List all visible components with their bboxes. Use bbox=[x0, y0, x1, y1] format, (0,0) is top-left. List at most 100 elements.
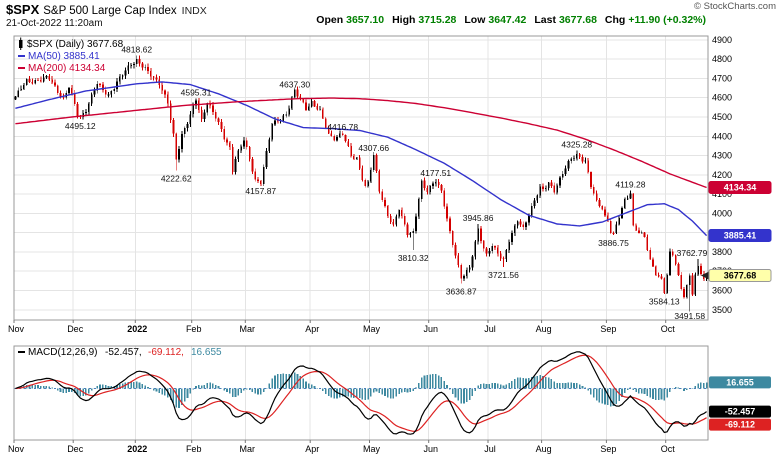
quote-label: Open bbox=[316, 14, 344, 26]
svg-text:$SPX (Daily) 3677.68: $SPX (Daily) 3677.68 bbox=[27, 39, 124, 50]
svg-text:Mar: Mar bbox=[240, 324, 256, 334]
svg-text:-52.457,: -52.457, bbox=[105, 347, 142, 358]
index-name: S&P 500 Large Cap Index bbox=[43, 5, 177, 17]
x-axis-labels: Nov Dec 2022 Feb Mar Apr May Jun Jul Aug Sep Oct bbox=[8, 320, 675, 334]
macd-signal-value-label: -69.112 bbox=[709, 418, 771, 431]
svg-text:16.655: 16.655 bbox=[726, 377, 754, 387]
svg-text:4157.87: 4157.87 bbox=[245, 186, 276, 196]
svg-text:Nov: Nov bbox=[8, 324, 25, 334]
svg-text:Feb: Feb bbox=[186, 324, 202, 334]
quote-bar: Open 3657.10 High 3715.28 Low 3647.42 Last 3677… bbox=[308, 14, 776, 26]
macd-plot-border bbox=[13, 345, 709, 441]
svg-text:MA(200) 4134.34: MA(200) 4134.34 bbox=[28, 63, 106, 74]
svg-text:2022: 2022 bbox=[127, 444, 147, 454]
svg-text:16.655: 16.655 bbox=[191, 347, 222, 358]
svg-text:Mar: Mar bbox=[240, 444, 256, 454]
quote-value: 3715.28 bbox=[418, 14, 457, 26]
price-annotations: 4495.12 4818.62 4222.62 4595.31 4157.87 4637.… bbox=[65, 45, 708, 322]
svg-text:-69.112: -69.112 bbox=[725, 420, 755, 430]
exchange-tag: INDX bbox=[181, 5, 207, 17]
ma200-price-label: 4134.34 bbox=[708, 181, 772, 194]
svg-text:Dec: Dec bbox=[67, 444, 84, 454]
macd-x-axis-labels: Nov Dec 2022 Feb Mar Apr May Jun Jul Aug Sep Oct bbox=[8, 440, 675, 454]
svg-text:Jun: Jun bbox=[423, 444, 438, 454]
last-price-label: 3677.68 bbox=[708, 269, 772, 282]
svg-text:Jul: Jul bbox=[484, 444, 496, 454]
last-price-arrow-icon bbox=[701, 271, 709, 280]
quote-value: 3647.42 bbox=[488, 14, 527, 26]
svg-text:4134.34: 4134.34 bbox=[724, 183, 757, 193]
svg-text:4000: 4000 bbox=[712, 208, 732, 218]
svg-text:3721.56: 3721.56 bbox=[488, 270, 519, 280]
svg-text:4119.28: 4119.28 bbox=[615, 179, 645, 189]
svg-text:3762.79: 3762.79 bbox=[677, 248, 708, 258]
svg-text:4495.12: 4495.12 bbox=[65, 121, 96, 131]
svg-text:May: May bbox=[363, 324, 381, 334]
price-plot-border bbox=[13, 35, 709, 321]
svg-text:-69.112,: -69.112, bbox=[148, 347, 184, 358]
svg-text:Feb: Feb bbox=[186, 444, 202, 454]
svg-text:Apr: Apr bbox=[305, 444, 319, 454]
chart-datetime: 21-Oct-2022 11:20am bbox=[6, 18, 103, 29]
svg-text:4818.62: 4818.62 bbox=[121, 45, 152, 55]
macd-value-label: -52.457 bbox=[709, 405, 771, 418]
svg-text:4800: 4800 bbox=[712, 54, 732, 64]
macd-legend: MACD(12,26,9) -52.457, -69.112, 16.655 bbox=[18, 347, 222, 358]
svg-text:4177.51: 4177.51 bbox=[420, 168, 451, 178]
svg-text:4600: 4600 bbox=[712, 93, 732, 103]
svg-text:4500: 4500 bbox=[712, 112, 732, 122]
svg-text:3945.86: 3945.86 bbox=[463, 213, 494, 223]
macd-indicator-chart: MACD(12,26,9) -52.457, -69.112, 16.655 Nov De… bbox=[0, 338, 780, 465]
macd-hist-value-label: 16.655 bbox=[709, 376, 771, 389]
quote-label: High bbox=[392, 14, 416, 26]
svg-text:4637.30: 4637.30 bbox=[279, 80, 310, 90]
header-right: © StockCharts.com Open 3657.10 High 3715.28… bbox=[308, 1, 776, 26]
svg-text:4595.31: 4595.31 bbox=[181, 88, 212, 98]
svg-text:Sep: Sep bbox=[600, 324, 616, 334]
svg-text:3636.87: 3636.87 bbox=[446, 286, 477, 296]
svg-text:4100: 4100 bbox=[712, 189, 732, 199]
quote-value: +11.90 (+0.32%) bbox=[628, 14, 706, 26]
svg-text:Jul: Jul bbox=[484, 324, 496, 334]
svg-text:2022: 2022 bbox=[127, 324, 147, 334]
svg-text:3800: 3800 bbox=[712, 247, 732, 257]
svg-text:Aug: Aug bbox=[536, 324, 552, 334]
svg-text:MA(50) 3885.41: MA(50) 3885.41 bbox=[28, 51, 100, 62]
svg-text:Oct: Oct bbox=[661, 444, 676, 454]
macd-histogram bbox=[14, 372, 708, 408]
svg-text:May: May bbox=[363, 444, 381, 454]
ma200-line bbox=[15, 97, 707, 189]
svg-text:4416.78: 4416.78 bbox=[327, 122, 358, 132]
svg-text:4900: 4900 bbox=[712, 35, 732, 45]
price-chart: 4495.12 4818.62 4222.62 4595.31 4157.87 4637.… bbox=[0, 30, 780, 338]
svg-text:3500: 3500 bbox=[712, 305, 732, 315]
svg-text:Sep: Sep bbox=[600, 444, 616, 454]
ma50-price-label: 3885.41 bbox=[708, 229, 772, 242]
svg-text:Dec: Dec bbox=[67, 324, 84, 334]
svg-text:4700: 4700 bbox=[712, 73, 732, 83]
quote-label: Last bbox=[534, 14, 556, 26]
macd-signal-line bbox=[15, 354, 707, 432]
svg-text:Jun: Jun bbox=[423, 324, 438, 334]
svg-text:3600: 3600 bbox=[712, 286, 732, 296]
svg-text:MACD(12,26,9): MACD(12,26,9) bbox=[28, 347, 97, 358]
svg-text:3584.13: 3584.13 bbox=[649, 297, 680, 307]
symbol: $SPX bbox=[6, 2, 40, 17]
quote-label: Chg bbox=[604, 14, 626, 26]
quote-value: 3657.10 bbox=[346, 14, 385, 26]
svg-text:-52.457: -52.457 bbox=[725, 407, 756, 417]
svg-text:Nov: Nov bbox=[8, 444, 25, 454]
svg-text:4200: 4200 bbox=[712, 170, 732, 180]
price-chart-svg: 4495.12 4818.62 4222.62 4595.31 4157.87 4637.… bbox=[8, 35, 772, 334]
svg-text:4400: 4400 bbox=[712, 131, 732, 141]
title-block: $SPX S&P 500 Large Cap Index INDX 21-Oct-2… bbox=[6, 2, 207, 29]
svg-text:4307.66: 4307.66 bbox=[358, 143, 389, 153]
svg-text:3885.41: 3885.41 bbox=[724, 231, 757, 241]
svg-text:3886.75: 3886.75 bbox=[598, 238, 629, 248]
svg-text:Oct: Oct bbox=[661, 324, 676, 334]
svg-text:Apr: Apr bbox=[305, 324, 319, 334]
svg-text:3491.58: 3491.58 bbox=[674, 311, 705, 321]
svg-text:3810.32: 3810.32 bbox=[398, 253, 429, 263]
price-grid bbox=[13, 36, 708, 320]
